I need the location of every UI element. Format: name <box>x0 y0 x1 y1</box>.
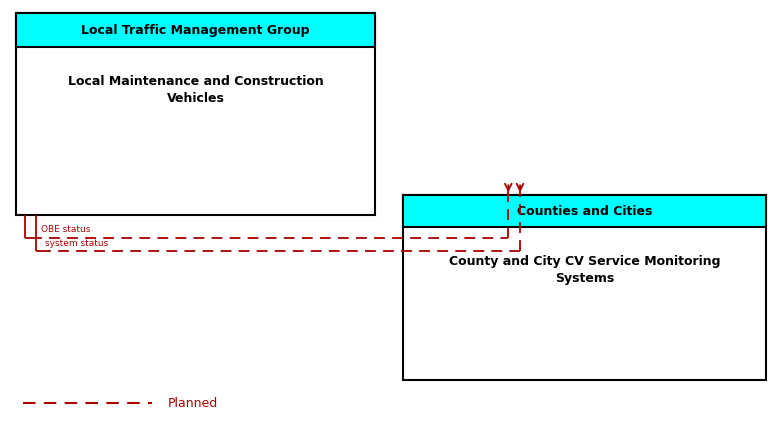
Bar <box>403 195 766 227</box>
Text: system status: system status <box>45 239 109 248</box>
Text: Counties and Cities: Counties and Cities <box>517 205 652 218</box>
Text: Local Maintenance and Construction
Vehicles: Local Maintenance and Construction Vehic… <box>67 75 324 105</box>
Text: Planned: Planned <box>168 397 218 410</box>
Text: County and City CV Service Monitoring
Systems: County and City CV Service Monitoring Sy… <box>449 255 720 285</box>
Bar <box>16 13 375 214</box>
Text: Local Traffic Management Group: Local Traffic Management Group <box>81 24 310 36</box>
Bar <box>403 195 766 380</box>
Text: OBE status: OBE status <box>41 225 90 234</box>
Bar <box>16 13 375 47</box>
